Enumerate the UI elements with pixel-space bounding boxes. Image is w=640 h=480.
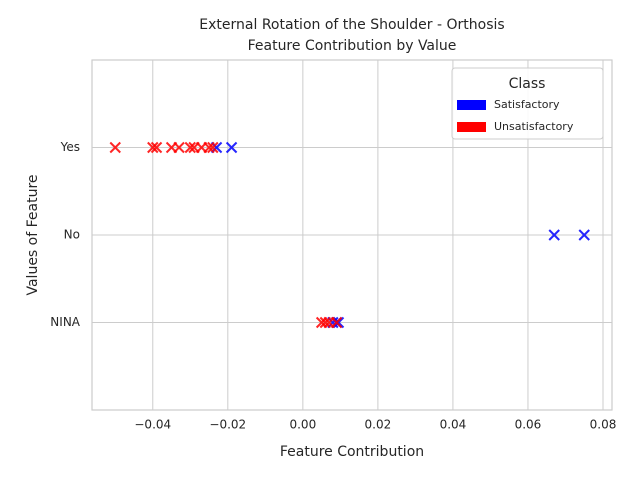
marker: [548, 229, 560, 241]
y-axis-label: Values of Feature: [25, 174, 41, 295]
y-tick-label: No: [64, 228, 80, 242]
marker: [332, 316, 345, 329]
marker: [207, 141, 219, 154]
x-tick-label: −0.02: [209, 418, 246, 432]
x-tick-label: 0.00: [289, 418, 316, 432]
legend-box: [451, 67, 604, 140]
x-tick-label: 0.06: [515, 418, 542, 432]
x-axis-label: Feature Contribution: [280, 444, 424, 460]
marker: [578, 229, 590, 241]
y-tick-label: Yes: [60, 140, 80, 154]
marker: [173, 141, 185, 154]
marker: [109, 141, 121, 154]
y-tick-label: NINA: [50, 315, 80, 329]
plot-frame: [91, 59, 613, 411]
legend-label: Unsatisfactory: [494, 120, 574, 133]
marker: [330, 316, 343, 329]
marker: [150, 141, 163, 154]
legend-title: Class: [509, 76, 546, 92]
x-tick-label: −0.04: [134, 418, 171, 432]
legend-label: Satisfactory: [494, 98, 560, 111]
marker: [225, 141, 238, 154]
chart-subtitle: Feature Contribution by Value: [248, 38, 457, 54]
marker: [184, 141, 197, 154]
legend-swatch: [457, 100, 486, 110]
x-tick-label: 0.08: [590, 418, 617, 432]
x-tick-label: 0.04: [440, 418, 467, 432]
x-tick-label: 0.02: [365, 418, 392, 432]
legend-swatch: [457, 122, 486, 132]
marker: [319, 316, 332, 329]
marker: [203, 141, 215, 154]
chart-title: External Rotation of the Shoulder - Orth…: [199, 17, 504, 33]
marker: [147, 141, 159, 154]
